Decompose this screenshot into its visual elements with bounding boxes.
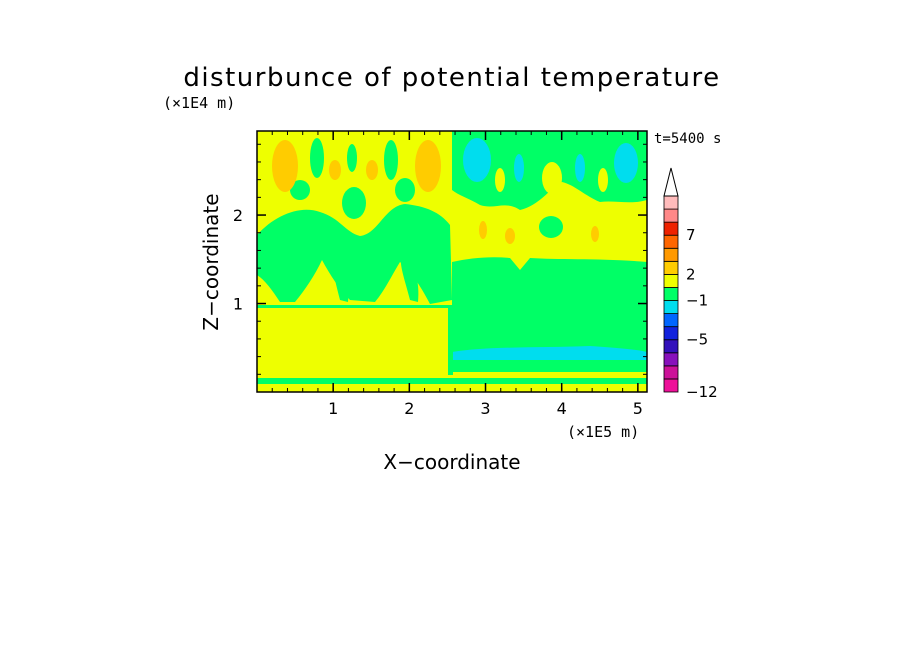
field-orange-blob-1 <box>272 140 298 192</box>
colorbar-cell <box>663 365 679 380</box>
colorbar-cell <box>663 313 679 328</box>
colorbar <box>663 167 679 393</box>
field-left-green-tongue-3 <box>400 255 419 302</box>
colorbar-cell <box>663 378 679 393</box>
field-orange-blob-4 <box>366 160 378 180</box>
colorbar-labels: −12−5−127 <box>686 226 718 401</box>
x-tick-label: 5 <box>633 399 643 418</box>
field-green-line-left <box>257 305 452 308</box>
x-axis-title: X−coordinate <box>383 450 520 474</box>
plot-frame <box>256 130 648 393</box>
colorbar-cell <box>663 221 679 236</box>
x-tick-label: 2 <box>404 399 414 418</box>
field-orange-streak-2 <box>505 228 515 244</box>
time-label: t=5400 s <box>654 131 721 147</box>
colorbar-extend-arrow <box>663 167 679 197</box>
field-orange-streak-3 <box>591 226 599 242</box>
x-tick-label: 1 <box>328 399 338 418</box>
field-yellow-thin-band <box>452 372 647 378</box>
field-green-blob-4 <box>347 144 357 172</box>
field-cyan-blob-3 <box>514 154 524 182</box>
field-cyan-blob-2 <box>614 143 638 183</box>
y-axis-title: Z−coordinate <box>199 193 223 330</box>
x-unit-label: (×1E5 m) <box>567 423 639 441</box>
colorbar-cell <box>663 300 679 314</box>
field-right-green-band <box>452 257 647 380</box>
chart-title: disturbunce of potential temperature <box>183 63 720 93</box>
field-green-line-right-edge <box>448 305 453 375</box>
field-green-blob-7 <box>539 216 563 238</box>
axis-tick-labels: 1 2 3 4 5 1 2 <box>233 206 643 418</box>
field-cyan-blob-1 <box>463 138 491 182</box>
colorbar-cell <box>663 195 679 210</box>
colorbar-cell <box>663 247 679 262</box>
colorbar-level-label: 7 <box>686 226 696 244</box>
colorbar-cell <box>663 208 679 223</box>
x-tick-label: 3 <box>480 399 490 418</box>
field-left-green-tongue-1 <box>282 264 303 302</box>
colorbar-cell <box>663 352 679 367</box>
field-orange-blob-2 <box>415 140 441 192</box>
contour-field <box>257 131 647 392</box>
colorbar-cell <box>663 234 679 249</box>
field-yellow-blob-3 <box>598 168 608 192</box>
field-green-blob-1 <box>342 187 366 219</box>
field-green-blob-6 <box>290 180 310 200</box>
colorbar-cell <box>663 339 679 354</box>
x-tick-label: 4 <box>557 399 567 418</box>
field-left-green-band <box>257 204 452 304</box>
colorbar-cell <box>663 287 679 301</box>
field-orange-streak-1 <box>479 221 487 239</box>
field-bottom-yellow-strip <box>257 384 647 392</box>
colorbar-level-label: −12 <box>686 383 718 401</box>
field-green-blob-3 <box>384 140 398 180</box>
y-unit-label: (×1E4 m) <box>163 94 235 112</box>
field-yellow-blob-1 <box>542 162 562 194</box>
colorbar-cell <box>663 326 679 341</box>
colorbar-level-label: 2 <box>686 265 696 283</box>
y-tick-label: 2 <box>233 206 243 225</box>
y-tick-label: 1 <box>233 295 243 314</box>
field-cyan-blob-4 <box>575 154 585 182</box>
colorbar-cell <box>663 260 679 275</box>
field-cyan-band <box>452 346 647 360</box>
field-green-blob-5 <box>395 178 415 202</box>
field-bottom-green-strip <box>257 378 647 384</box>
field-orange-blob-3 <box>329 160 341 180</box>
colorbar-level-label: −1 <box>686 292 708 310</box>
field-left-green-tongue-2 <box>332 255 349 302</box>
field-green-blob-2 <box>310 138 324 178</box>
colorbar-level-label: −5 <box>686 331 708 349</box>
axis-ticks <box>257 131 647 392</box>
colorbar-cell <box>663 273 679 288</box>
field-left-yellow-block <box>257 305 452 378</box>
field-yellow-blob-2 <box>495 168 505 192</box>
